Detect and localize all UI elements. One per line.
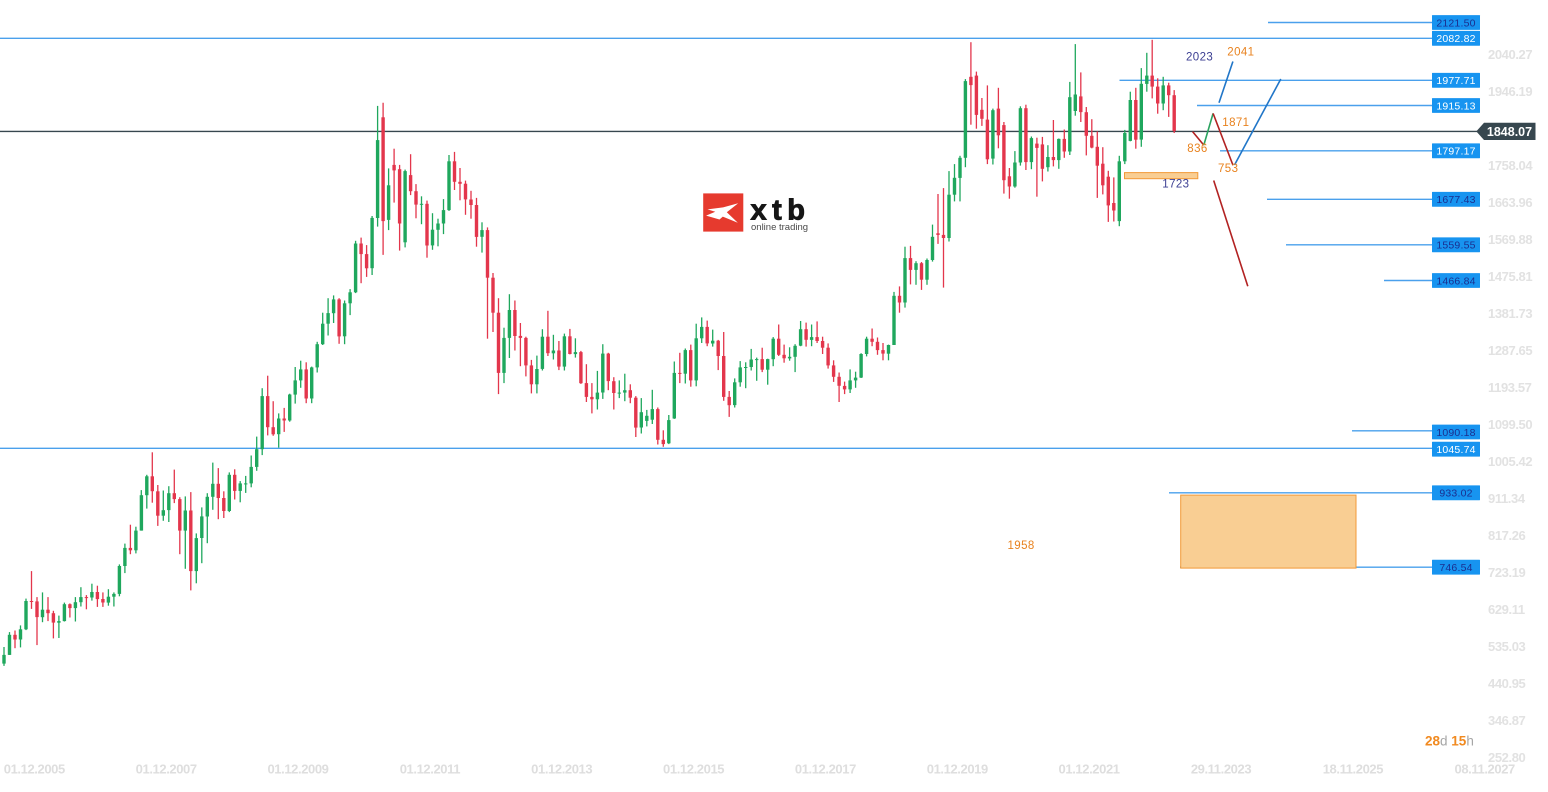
svg-text:01.12.2005: 01.12.2005 <box>4 762 65 777</box>
svg-text:535.03: 535.03 <box>1488 639 1526 654</box>
svg-text:911.34: 911.34 <box>1488 491 1526 506</box>
svg-text:723.19: 723.19 <box>1488 565 1526 580</box>
svg-text:1381.73: 1381.73 <box>1488 306 1532 321</box>
svg-text:1797.17: 1797.17 <box>1436 146 1475 158</box>
svg-text:18.11.2025: 18.11.2025 <box>1323 762 1384 777</box>
svg-text:1848.07: 1848.07 <box>1487 125 1532 139</box>
svg-text:1915.13: 1915.13 <box>1436 100 1475 112</box>
svg-text:746.54: 746.54 <box>1439 562 1472 574</box>
svg-text:01.12.2019: 01.12.2019 <box>927 762 988 777</box>
svg-text:2023: 2023 <box>1186 52 1213 64</box>
svg-text:xtb: xtb <box>751 195 811 227</box>
svg-text:346.87: 346.87 <box>1488 713 1526 728</box>
svg-text:1287.65: 1287.65 <box>1488 343 1532 358</box>
svg-text:28d 15h: 28d 15h <box>1425 734 1474 749</box>
svg-text:01.12.2009: 01.12.2009 <box>267 762 328 777</box>
svg-text:1758.04: 1758.04 <box>1488 158 1533 173</box>
svg-text:1946.19: 1946.19 <box>1488 84 1532 99</box>
svg-text:29.11.2023: 29.11.2023 <box>1191 762 1252 777</box>
svg-text:01.12.2017: 01.12.2017 <box>795 762 856 777</box>
svg-text:629.11: 629.11 <box>1488 602 1525 617</box>
svg-text:1193.57: 1193.57 <box>1488 380 1532 395</box>
svg-text:1723: 1723 <box>1162 179 1189 191</box>
svg-text:2121.50: 2121.50 <box>1436 17 1475 29</box>
svg-text:2040.27: 2040.27 <box>1488 47 1532 62</box>
svg-text:01.12.2011: 01.12.2011 <box>400 762 461 777</box>
svg-text:1677.43: 1677.43 <box>1436 194 1475 206</box>
svg-text:1045.74: 1045.74 <box>1436 444 1475 456</box>
svg-text:1663.96: 1663.96 <box>1488 195 1532 210</box>
svg-text:252.80: 252.80 <box>1488 750 1526 765</box>
svg-text:1559.55: 1559.55 <box>1436 240 1475 252</box>
svg-text:01.12.2015: 01.12.2015 <box>663 762 724 777</box>
svg-text:933.02: 933.02 <box>1439 488 1472 500</box>
svg-text:1958: 1958 <box>1008 540 1035 552</box>
svg-text:01.12.2007: 01.12.2007 <box>136 762 197 777</box>
svg-text:2082.82: 2082.82 <box>1436 33 1475 45</box>
svg-text:1977.71: 1977.71 <box>1436 75 1475 87</box>
svg-text:1005.42: 1005.42 <box>1488 454 1532 469</box>
svg-text:1475.81: 1475.81 <box>1488 269 1532 284</box>
svg-text:1569.88: 1569.88 <box>1488 232 1532 247</box>
svg-text:2041: 2041 <box>1227 47 1254 59</box>
svg-text:01.12.2013: 01.12.2013 <box>531 762 592 777</box>
svg-text:1090.18: 1090.18 <box>1436 427 1475 439</box>
svg-text:1871: 1871 <box>1222 117 1249 129</box>
svg-text:836: 836 <box>1187 143 1207 155</box>
svg-text:1466.84: 1466.84 <box>1436 275 1475 287</box>
svg-text:1099.50: 1099.50 <box>1488 417 1532 432</box>
svg-text:online trading: online trading <box>751 222 808 233</box>
svg-text:817.26: 817.26 <box>1488 528 1526 543</box>
svg-text:440.95: 440.95 <box>1488 676 1526 691</box>
svg-text:753: 753 <box>1218 163 1238 175</box>
svg-text:01.12.2021: 01.12.2021 <box>1059 762 1120 777</box>
svg-text:08.11.2027: 08.11.2027 <box>1455 762 1516 777</box>
